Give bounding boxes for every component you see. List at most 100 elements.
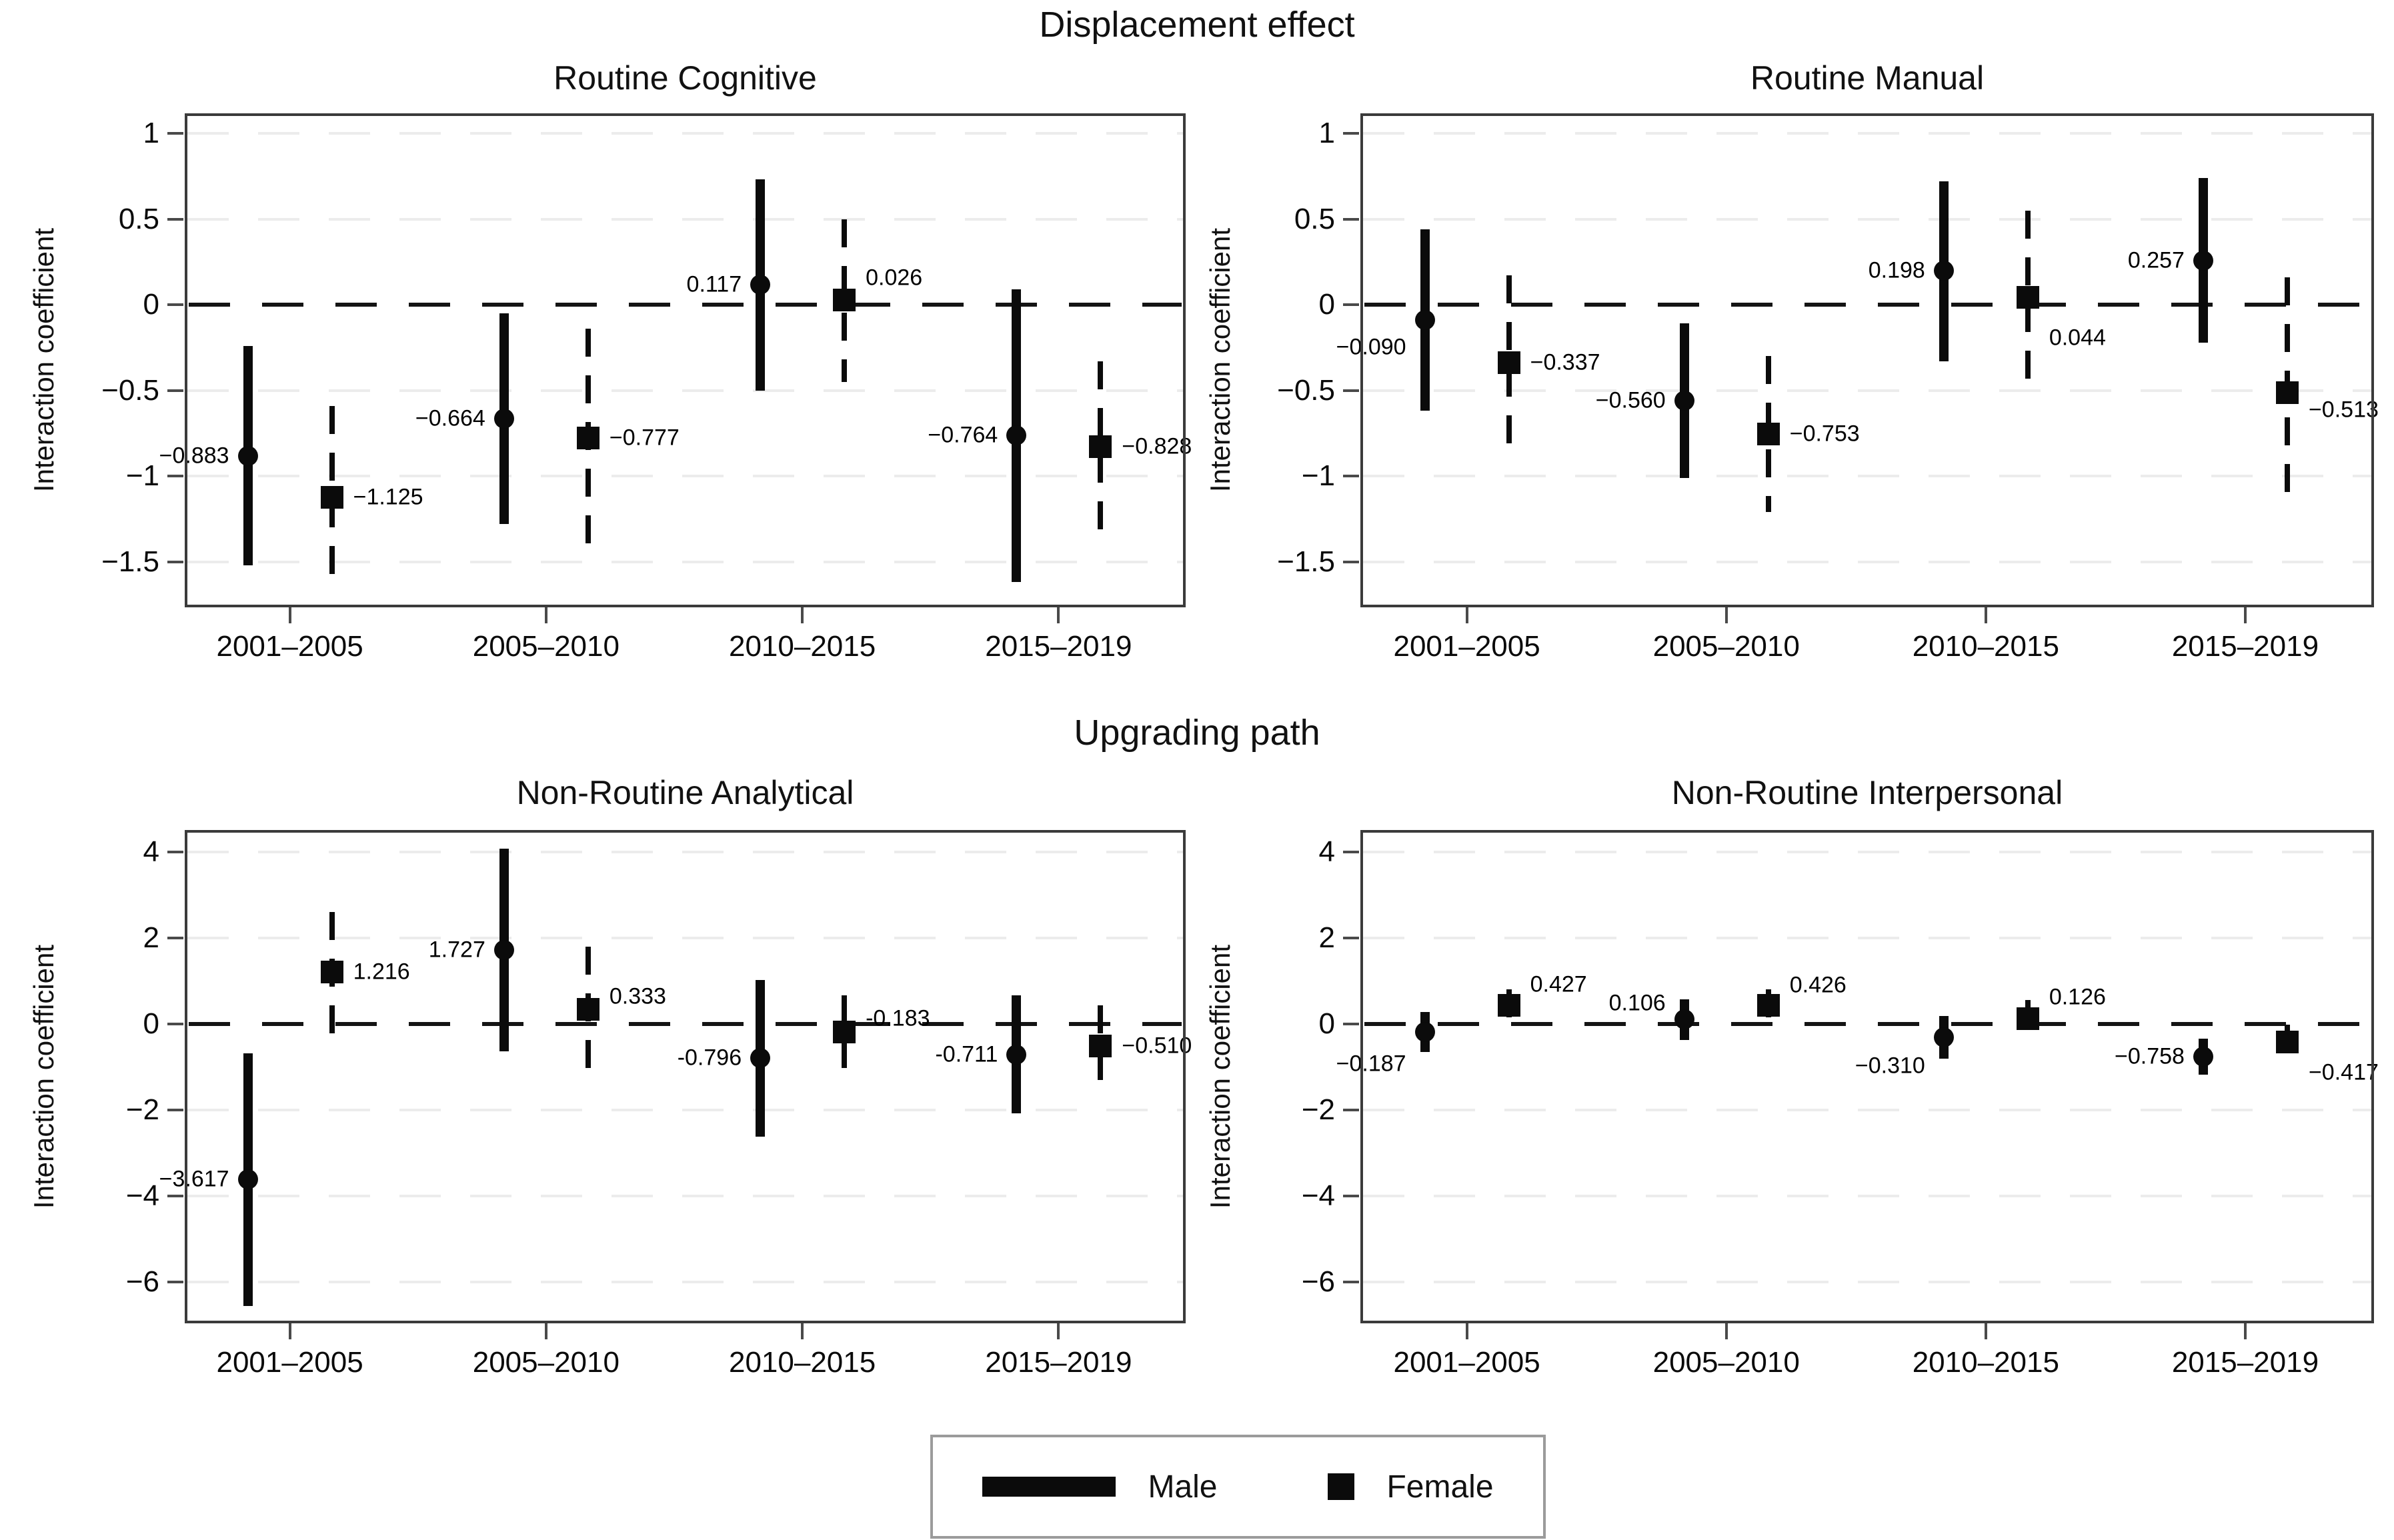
male-legend-line-icon <box>982 1477 1116 1497</box>
zero-reference-line <box>1364 303 2370 307</box>
male-point-marker <box>1674 1009 1694 1030</box>
panel-title-routine-manual: Routine Manual <box>1750 59 1985 97</box>
value-label: −0.764 <box>928 422 998 448</box>
x-tick-label: 2010–2015 <box>728 630 876 663</box>
gridline <box>187 132 1183 135</box>
x-axis-tick <box>288 607 291 623</box>
gridline <box>1363 936 2371 939</box>
x-axis-tick <box>1465 1323 1468 1339</box>
male-point-marker <box>1414 1022 1435 1043</box>
value-label: 0.026 <box>866 265 923 291</box>
female-point-marker <box>1756 422 1780 445</box>
female-legend-square-icon <box>1328 1473 1355 1500</box>
x-tick-label: 2001–2005 <box>216 630 363 663</box>
male-point-marker <box>237 446 258 467</box>
y-tick-label: 2 <box>143 921 159 954</box>
y-tick-label: 4 <box>1318 835 1335 868</box>
x-axis-tick <box>1724 607 1728 623</box>
gridline <box>187 1195 1183 1198</box>
zero-reference-line <box>189 1021 1182 1026</box>
y-axis-tick <box>167 1109 183 1111</box>
male-point-marker <box>1674 391 1694 411</box>
zero-reference-line <box>189 303 1182 307</box>
y-axis-tick <box>1343 1195 1359 1198</box>
gridline <box>187 1109 1183 1111</box>
x-tick-label: 2015–2019 <box>985 1346 1132 1379</box>
value-label: 0.198 <box>1868 257 1925 283</box>
male-point-marker <box>1006 425 1027 446</box>
panel-title-non-routine-analytical: Non-Routine Analytical <box>516 774 854 811</box>
y-tick-label: −4 <box>1301 1179 1335 1213</box>
value-label: −0.777 <box>609 425 680 451</box>
value-label: 0.426 <box>1789 972 1847 998</box>
y-axis-tick <box>167 217 183 221</box>
zero-reference-line <box>1364 1021 2370 1026</box>
value-label: −0.090 <box>1336 334 1406 360</box>
male-point-marker <box>237 1169 258 1190</box>
y-tick-label: −2 <box>1301 1093 1335 1126</box>
panel-title-routine-cognitive: Routine Cognitive <box>553 59 817 97</box>
gridline <box>1363 1195 2371 1198</box>
x-axis-tick <box>1057 607 1060 623</box>
y-tick-label: −1 <box>1301 459 1335 493</box>
male-point-marker <box>1006 1044 1027 1065</box>
y-tick-label: 0 <box>143 1007 159 1040</box>
gridline <box>187 475 1183 478</box>
y-axis-tick <box>1343 850 1359 853</box>
male-point-marker <box>493 408 514 429</box>
value-label: -0.711 <box>935 1041 998 1067</box>
value-label: 0.257 <box>2127 247 2185 273</box>
gridline <box>1363 1109 2371 1111</box>
male-point-marker <box>1933 261 1954 281</box>
female-point-marker <box>576 998 600 1021</box>
female-point-marker <box>2275 381 2299 404</box>
y-tick-label: 0.5 <box>1294 202 1335 235</box>
y-axis-tick <box>1343 217 1359 221</box>
value-label: −0.753 <box>1789 421 1860 447</box>
y-tick-label: 0 <box>143 288 159 321</box>
female-point-marker <box>2275 1030 2299 1053</box>
value-label: −0.828 <box>1122 433 1192 459</box>
panel-title-non-routine-interpersonal: Non-Routine Interpersonal <box>1671 774 2063 811</box>
y-axis-tick <box>1343 936 1359 939</box>
x-tick-label: 2010–2015 <box>728 1346 876 1379</box>
y-axis-tick <box>167 936 183 939</box>
group-title-displacement-effect: Displacement effect <box>1039 5 1355 45</box>
value-label: −0.513 <box>2308 397 2379 423</box>
y-tick-label: 0 <box>1318 1007 1335 1040</box>
female-point-marker <box>1497 351 1520 374</box>
x-axis-tick <box>1984 607 1987 623</box>
plot-area-routine-manual: 1 0.5 0 −0.5 −1 −1.5 2001–2005 2005–2010 2010–20… <box>1277 113 2379 663</box>
gridline <box>1363 389 2371 392</box>
x-axis-tick <box>1465 607 1468 623</box>
panel-border <box>1360 830 2374 1323</box>
value-label: −0.417 <box>2308 1059 2379 1085</box>
x-tick-label: 2005–2010 <box>472 1346 620 1379</box>
female-point-marker <box>1089 435 1112 458</box>
y-axis-tick <box>167 389 183 392</box>
panel-border <box>185 830 1186 1323</box>
x-axis-tick <box>544 1323 547 1339</box>
male-point-marker <box>493 939 514 960</box>
x-tick-label: 2001–2005 <box>1393 1346 1540 1379</box>
x-tick-label: 2005–2010 <box>1652 630 1800 663</box>
value-label: −3.617 <box>159 1166 229 1192</box>
y-tick-label: 0 <box>1318 288 1335 321</box>
value-label: −0.310 <box>1855 1053 1925 1079</box>
y-axis-tick <box>1343 1022 1359 1025</box>
x-tick-label: 2005–2010 <box>1652 1346 1800 1379</box>
gridline <box>1363 217 2371 221</box>
y-axis-tick <box>167 132 183 135</box>
value-label: −0.337 <box>1530 349 1600 375</box>
x-axis-tick <box>1984 1323 1987 1339</box>
y-tick-label: 4 <box>143 835 159 868</box>
value-label: −0.664 <box>415 405 485 431</box>
y-axis-label: Interaction coefficient <box>28 944 59 1209</box>
value-label: 0.117 <box>686 271 742 297</box>
x-tick-label: 2005–2010 <box>472 630 620 663</box>
y-axis-tick <box>167 560 183 563</box>
y-tick-label: −1 <box>125 459 159 493</box>
group-title-upgrading-path: Upgrading path <box>1074 713 1320 753</box>
value-label: 0.427 <box>1530 971 1587 997</box>
